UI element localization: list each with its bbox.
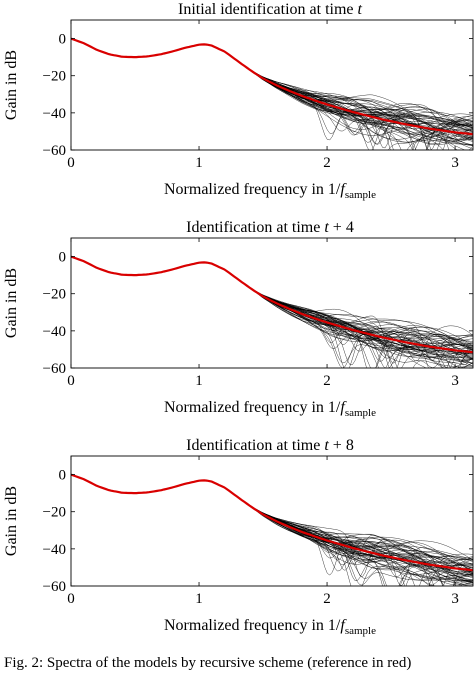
model-spectrum-line [71, 256, 473, 353]
x-axis-label: Normalized frequency in 1/fsample [164, 617, 376, 637]
model-spectrum-line [71, 256, 473, 362]
y-tick-label: −60 [43, 361, 66, 377]
model-spectrum-line [71, 38, 473, 146]
model-spectrum-line [71, 474, 473, 579]
model-spectrum-line [71, 474, 473, 585]
x-tick-label: 1 [195, 155, 203, 171]
model-spectrum-line [71, 38, 473, 147]
chart-title: Identification at time t + 4 [186, 219, 354, 236]
x-tick-label: 3 [451, 591, 459, 607]
model-spectrum-line [71, 474, 473, 580]
model-spectrum-line [71, 474, 473, 573]
x-tick-label: 2 [323, 373, 331, 389]
model-spectrum-line [71, 474, 473, 573]
model-ensemble [71, 256, 473, 368]
chart-panel-1: Initial identification at time t 0 −20 −40 −… [3, 1, 474, 201]
x-tick-label: 1 [195, 373, 203, 389]
model-spectrum-line [71, 38, 473, 137]
y-tick-label: −60 [43, 143, 66, 159]
model-spectrum-line [71, 38, 473, 138]
model-spectrum-line [71, 474, 473, 586]
y-tick-label: −40 [43, 106, 66, 122]
chart-panel-2: Identification at time t + 40−20−40−600 1… [3, 219, 474, 419]
model-spectrum-line [71, 256, 473, 358]
y-tick-label: −40 [43, 324, 66, 340]
x-tick-label: 3 [451, 155, 459, 171]
model-spectrum-line [71, 474, 473, 582]
model-spectrum-line [71, 38, 466, 150]
x-tick-label: 2 [323, 155, 331, 171]
y-tick-label: 0 [59, 250, 67, 266]
x-tick-label: 0 [67, 591, 75, 607]
model-spectrum-line [71, 38, 473, 150]
model-spectrum-line [71, 256, 473, 368]
model-spectrum-line [71, 38, 444, 150]
model-spectrum-line [71, 474, 443, 586]
y-axis-label: Gain in dB [3, 50, 20, 120]
model-spectrum-line [71, 38, 473, 150]
model-spectrum-line [71, 38, 473, 135]
model-spectrum-line [71, 474, 473, 586]
model-spectrum-line [71, 474, 473, 586]
y-tick-label: −20 [43, 505, 66, 521]
model-spectrum-line [71, 256, 473, 355]
model-spectrum-line [71, 38, 473, 136]
model-spectrum-line [71, 256, 473, 368]
x-axis-label: Normalized frequency in 1/fsample [164, 399, 376, 419]
y-tick-label: −20 [43, 287, 66, 303]
model-spectrum-line [71, 256, 473, 353]
y-tick-label: −60 [43, 579, 66, 595]
model-spectrum-line [71, 474, 473, 584]
model-spectrum-line [71, 38, 473, 149]
plot-frame [70, 19, 474, 151]
x-tick-label: 0 [67, 155, 75, 171]
x-tick-label: 2 [323, 591, 331, 607]
model-spectrum-line [71, 38, 473, 146]
model-spectrum-line [71, 38, 473, 144]
model-spectrum-line [71, 38, 473, 135]
y-tick-label: 0 [59, 32, 67, 48]
model-spectrum-line [71, 474, 473, 586]
y-tick-label: −20 [43, 69, 66, 85]
model-spectrum-line [71, 38, 473, 136]
model-spectrum-line [71, 474, 473, 586]
x-tick-label: 3 [451, 373, 459, 389]
model-spectrum-line [71, 38, 451, 150]
model-spectrum-line [71, 474, 473, 576]
x-axis-label: Normalized frequency in 1/fsample [164, 181, 376, 201]
x-tick-label: 1 [195, 591, 203, 607]
model-ensemble [71, 38, 473, 150]
model-spectrum-line [71, 474, 473, 573]
model-spectrum-line [71, 474, 473, 586]
chart-title: Initial identification at time t [178, 1, 363, 18]
model-spectrum-line [71, 474, 473, 586]
y-tick-label: −40 [43, 542, 66, 558]
plot-frame [70, 455, 474, 587]
model-ensemble [71, 474, 473, 586]
reference-spectrum-line [71, 473, 473, 572]
y-axis-label: Gain in dB [3, 268, 20, 338]
plot-frame [70, 237, 474, 369]
figure-caption: Fig. 2: Spectra of the models by recursi… [4, 655, 412, 671]
y-tick-label: 0 [59, 468, 67, 484]
model-spectrum-line [71, 256, 473, 368]
model-spectrum-line [71, 474, 473, 586]
model-spectrum-line [71, 256, 473, 366]
reference-spectrum-line [71, 255, 473, 354]
chart-panel-3: Identification at time t + 80−20−40−600 1… [3, 437, 474, 637]
y-axis-label: Gain in dB [3, 486, 20, 556]
reference-spectrum-line [71, 37, 473, 136]
model-spectrum-line [71, 38, 473, 137]
x-tick-label: 0 [67, 373, 75, 389]
chart-title: Identification at time t + 8 [186, 437, 354, 454]
figure-plots: Initial identification at time t 0 −20 −40 −… [3, 1, 474, 637]
